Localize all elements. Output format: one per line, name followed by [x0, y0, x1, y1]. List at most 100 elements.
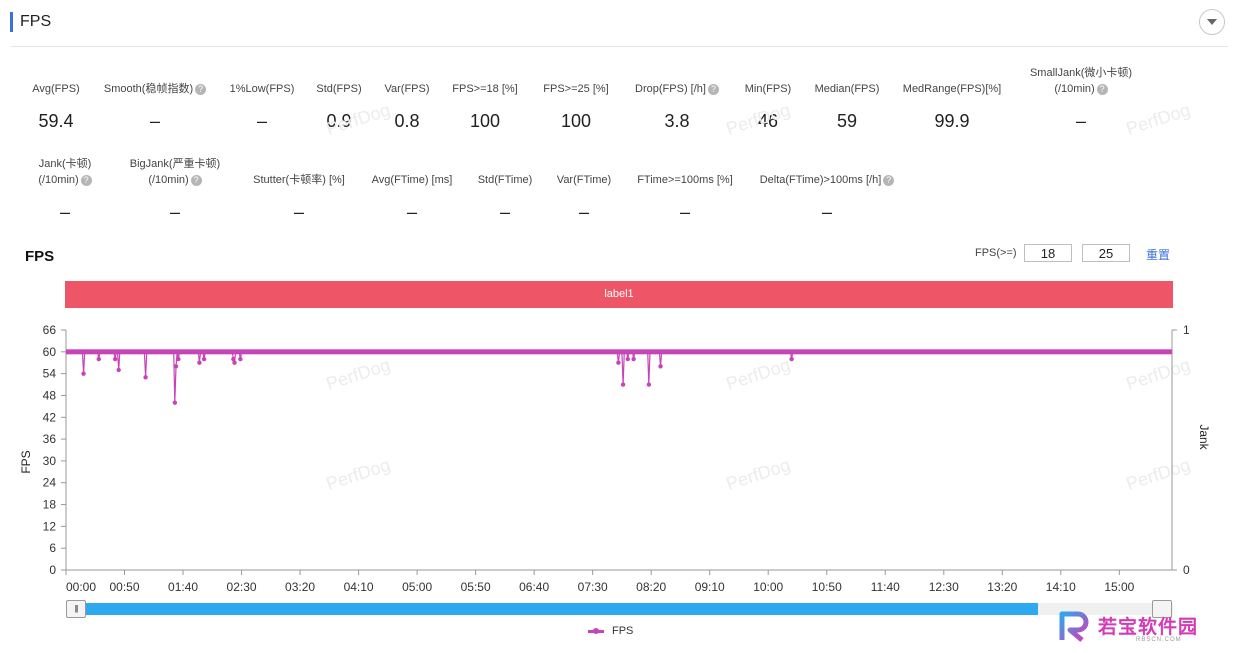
fps-line [66, 351, 1172, 403]
fps-threshold-2-input[interactable] [1082, 244, 1130, 262]
metric-label-text: Drop(FPS) [/h] [635, 83, 706, 95]
metric-r1-5: FPS>=18 [%] 100 [415, 81, 555, 132]
watermark-text: PerfDog [724, 455, 793, 494]
metric-value: – [149, 111, 160, 131]
metric-label: FTime>=100ms [%] [615, 172, 755, 188]
chart-legend[interactable]: FPS [588, 625, 633, 637]
metric-value: – [293, 202, 304, 222]
metric-r1-4: Var(FPS) 0.8 [337, 81, 477, 132]
y-tick-label: 54 [43, 367, 57, 381]
watermark-text: PerfDog [1124, 100, 1193, 139]
help-icon[interactable]: ? [80, 174, 92, 186]
watermark-text: PerfDog [324, 355, 393, 394]
reset-link[interactable]: 重置 [1146, 248, 1171, 262]
y2-tick-label: 0 [1183, 563, 1190, 577]
metric-r1-3: Std(FPS) 0.9 [269, 81, 409, 132]
legend-label-fps: FPS [612, 625, 634, 637]
fps-point [238, 356, 243, 362]
fps-point [81, 371, 86, 376]
metric-r1-11: SmallJank(微小卡顿) (/10min)? – [1011, 65, 1151, 132]
time-range-slider-track[interactable] [66, 603, 1038, 615]
watermark-text: PerfDog [724, 100, 793, 139]
y-tick-label: 36 [43, 432, 57, 446]
help-icon[interactable]: ? [190, 174, 202, 186]
x-tick-label: 07:30 [578, 580, 608, 594]
metric-r1-7: Drop(FPS) [/h]? 3.8 [607, 81, 747, 132]
metric-r1-10: MedRange(FPS)[%] 99.9 [882, 81, 1022, 132]
metric-label: Smooth(稳帧指数)? [85, 81, 225, 97]
y-axis-title: FPS [19, 450, 33, 473]
site-logo: 若宝软件园 RBSCN.COM [1058, 610, 1223, 646]
x-tick-label: 06:40 [519, 580, 549, 594]
metric-label-unit: (/10min) [38, 174, 79, 186]
watermark-text: PerfDog [1124, 355, 1193, 394]
fps-point [176, 356, 181, 362]
chevron-down-icon [1207, 19, 1217, 25]
y-tick-label: 12 [43, 519, 57, 533]
metric-value: 59.4 [38, 111, 74, 131]
metric-label-text: Var(FTime) [556, 174, 612, 186]
metric-value: 99.9 [934, 111, 970, 131]
fps-point [231, 356, 236, 362]
metric-r2-3: Avg(FTime) [ms] – [342, 172, 482, 223]
y-tick-label: 48 [43, 388, 57, 402]
fps-threshold-1-input[interactable] [1024, 244, 1072, 262]
collapse-button[interactable] [1199, 9, 1225, 35]
y-tick-label: 60 [43, 345, 57, 359]
label-band[interactable]: label1 [65, 281, 1173, 308]
metric-value: 0.8 [394, 111, 420, 131]
metric-label-text: FPS>=18 [%] [452, 83, 518, 95]
slider-handle-left[interactable]: ||| [66, 600, 86, 618]
y-tick-label: 66 [43, 323, 57, 337]
fps-point [173, 364, 179, 369]
fps-point [116, 367, 121, 373]
x-tick-label: 05:00 [402, 580, 432, 594]
metric-label: Min(FPS) [698, 81, 838, 97]
fps-threshold-label: FPS(>=) [975, 247, 1017, 259]
metric-label-text: Avg(FPS) [32, 83, 80, 95]
metric-r1-6: FPS>=25 [%] 100 [506, 81, 646, 132]
fps-point [201, 356, 207, 362]
metric-label: Std(FPS) [269, 81, 409, 97]
help-icon[interactable]: ? [195, 83, 207, 95]
x-tick-label: 12:30 [929, 580, 959, 594]
metric-label: Std(FTime) [435, 172, 575, 188]
metric-label-text: Std(FTime) [477, 174, 533, 186]
fps-point [96, 356, 101, 362]
metric-label-text: 1%Low(FPS) [229, 83, 295, 95]
x-tick-label: 05:50 [461, 580, 491, 594]
metric-r1-0: Avg(FPS) 59.4 [0, 81, 126, 132]
metric-r2-0: Jank(卡顿) (/10min)? – [0, 156, 135, 223]
metric-label: 1%Low(FPS) [192, 81, 332, 97]
header-accent-bar [10, 12, 13, 32]
metric-value: – [821, 202, 832, 222]
watermark-text: PerfDog [724, 355, 793, 394]
metric-label: Stutter(卡顿率) [%] [229, 172, 369, 188]
metric-label: FPS>=18 [%] [415, 81, 555, 97]
help-icon[interactable]: ? [883, 174, 895, 186]
logo-text: 若宝软件园 [1098, 617, 1199, 638]
metric-label-text: Var(FPS) [384, 83, 430, 95]
x-tick-label: 00:50 [110, 580, 140, 594]
x-tick-label: 08:20 [636, 580, 666, 594]
x-tick-label: 11:40 [871, 580, 900, 594]
help-icon[interactable]: ? [707, 83, 719, 95]
metric-label: Var(FTime) [514, 172, 654, 188]
watermark-text: PerfDog [324, 100, 393, 139]
y-tick-label: 6 [49, 541, 56, 555]
metric-label: SmallJank(微小卡顿) (/10min)? [1011, 65, 1151, 97]
chart-title: FPS [25, 248, 55, 265]
metric-label-text: Std(FPS) [316, 83, 362, 95]
metric-value: 59 [836, 111, 858, 131]
metric-label: Var(FPS) [337, 81, 477, 97]
metric-r2-7: Delta(FTime)>100ms [/h]? – [757, 172, 897, 223]
metric-label: Avg(FTime) [ms] [342, 172, 482, 188]
help-icon[interactable]: ? [1096, 83, 1108, 95]
fps-point [631, 356, 636, 362]
metric-label-text: Median(FPS) [814, 83, 880, 95]
slider-handle-right[interactable] [1152, 600, 1172, 618]
metric-value: 100 [469, 111, 501, 131]
metric-label-text: BigJank(严重卡顿) [129, 158, 221, 170]
metric-label-text: Min(FPS) [744, 83, 792, 95]
metric-label-text: FPS>=25 [%] [543, 83, 609, 95]
